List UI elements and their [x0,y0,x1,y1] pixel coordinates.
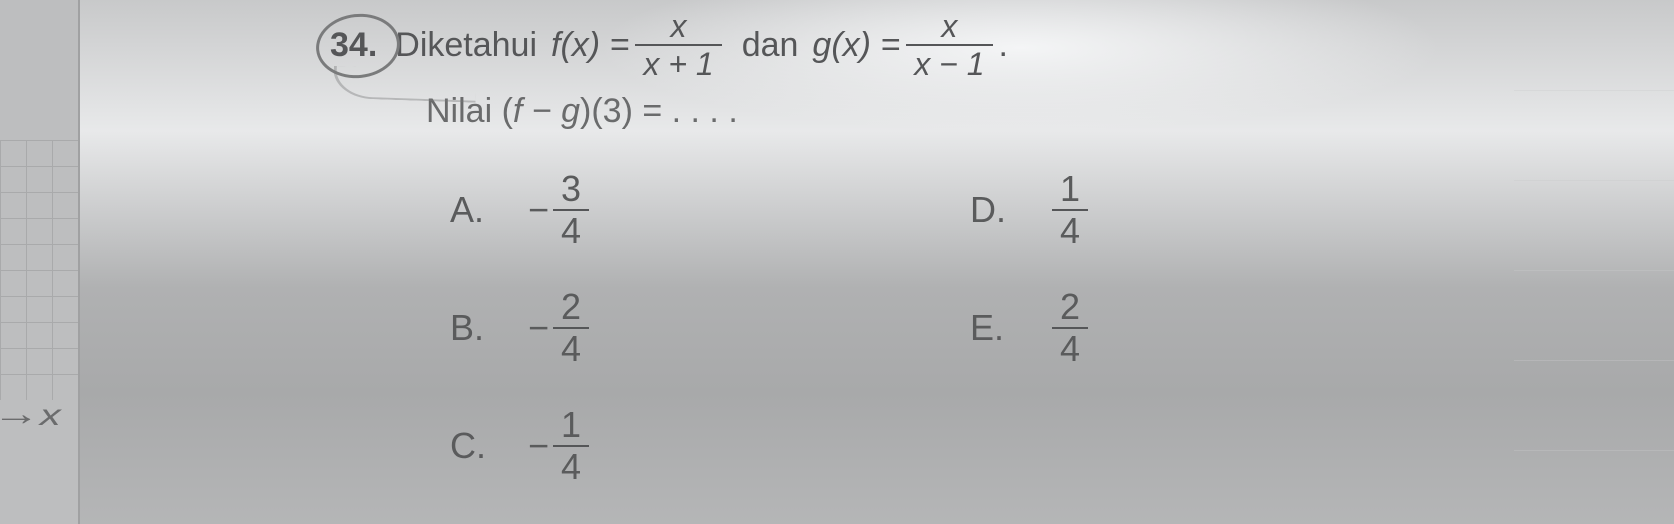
g-lhs: g(x) = [812,24,900,67]
choice-C: C. − 1 4 [450,407,970,485]
word-dan: dan [742,24,799,67]
choice-B: B. − 2 4 [450,289,970,367]
g-numerator: x [933,10,965,44]
choice-C-label: C. [450,423,494,468]
f-minus-g: f − g [513,90,580,133]
choice-C-sign: − [528,423,549,468]
choice-D-num: 1 [1052,171,1088,209]
choice-B-label: B. [450,305,494,350]
choice-C-den: 4 [553,445,589,485]
nilai-close: )(3) = . . . . [580,90,738,133]
choice-C-num: 1 [553,407,589,445]
question-block: 34. Diketahui f(x) = x x + 1 dan g(x) = … [330,10,1630,505]
f-lhs: f(x) = [551,24,629,67]
choice-E-den: 4 [1052,327,1088,367]
choice-E: E. 2 4 [970,289,1490,367]
axis-x-label: x [40,399,61,432]
left-grid-paper [0,140,78,400]
choice-D-label: D. [970,187,1014,232]
answer-choices: A. − 3 4 D. 1 4 B. − [450,151,1630,505]
choice-B-frac: 2 4 [553,289,589,367]
question-number-text: 34. [330,26,377,64]
question-number: 34. [330,24,377,67]
choice-D-frac: 1 4 [1052,171,1088,249]
tail-period: . [999,24,1008,67]
choice-E-label: E. [970,305,1014,350]
choice-D: D. 1 4 [970,171,1490,249]
choice-A-frac: 3 4 [553,171,589,249]
nilai-open: Nilai ( [426,90,513,133]
fraction-g: x x − 1 [906,10,992,80]
choice-A-num: 3 [553,171,589,209]
g-denominator: x − 1 [906,44,992,80]
f-denominator: x + 1 [635,44,721,80]
choice-A-den: 4 [553,209,589,249]
choice-C-frac: 1 4 [553,407,589,485]
choice-E-num: 2 [1052,289,1088,327]
word-diketahui: Diketahui [395,24,537,67]
choice-B-sign: − [528,305,549,350]
question-line-2: Nilai ( f − g )(3) = . . . . [426,90,1630,133]
choice-A-label: A. [450,187,494,232]
choice-D-den: 4 [1052,209,1088,249]
fraction-f: x x + 1 [635,10,721,80]
question-line-1: 34. Diketahui f(x) = x x + 1 dan g(x) = … [330,10,1630,80]
choice-B-num: 2 [553,289,589,327]
f-numerator: x [663,10,695,44]
arrow-right-icon: →x [0,395,61,434]
choice-A: A. − 3 4 [450,171,970,249]
choice-A-sign: − [528,187,549,232]
choice-E-frac: 2 4 [1052,289,1088,367]
choice-B-den: 4 [553,327,589,367]
